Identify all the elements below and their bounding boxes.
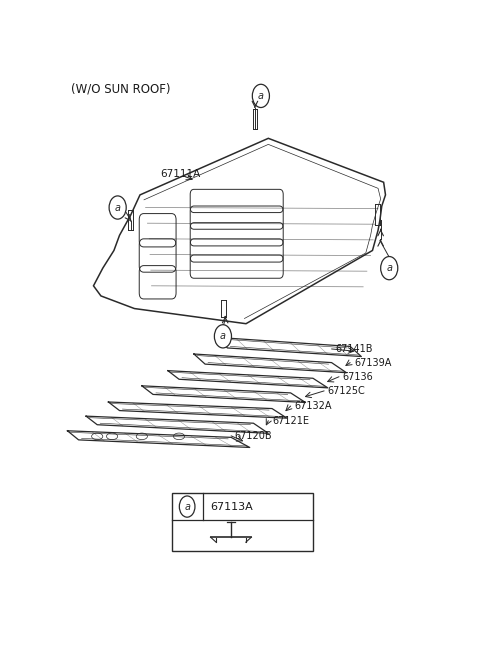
Text: 67113A: 67113A [210,502,253,512]
Text: a: a [258,91,264,101]
Text: 67121E: 67121E [272,416,309,426]
Text: a: a [184,502,190,512]
Circle shape [180,496,195,517]
Text: 67120B: 67120B [235,431,273,441]
Text: 67132A: 67132A [294,401,332,411]
Circle shape [381,256,398,279]
Text: 67125C: 67125C [328,386,366,396]
Circle shape [252,84,269,108]
Text: 67111A: 67111A [160,169,201,178]
Circle shape [109,196,126,219]
Circle shape [215,325,231,348]
Text: 67136: 67136 [343,372,373,382]
Text: (W/O SUN ROOF): (W/O SUN ROOF) [71,83,171,96]
Text: 67141B: 67141B [335,344,373,354]
Text: a: a [220,331,226,341]
Text: 67139A: 67139A [354,358,391,367]
Text: a: a [386,263,392,273]
Text: a: a [115,203,120,213]
Bar [172,493,313,551]
